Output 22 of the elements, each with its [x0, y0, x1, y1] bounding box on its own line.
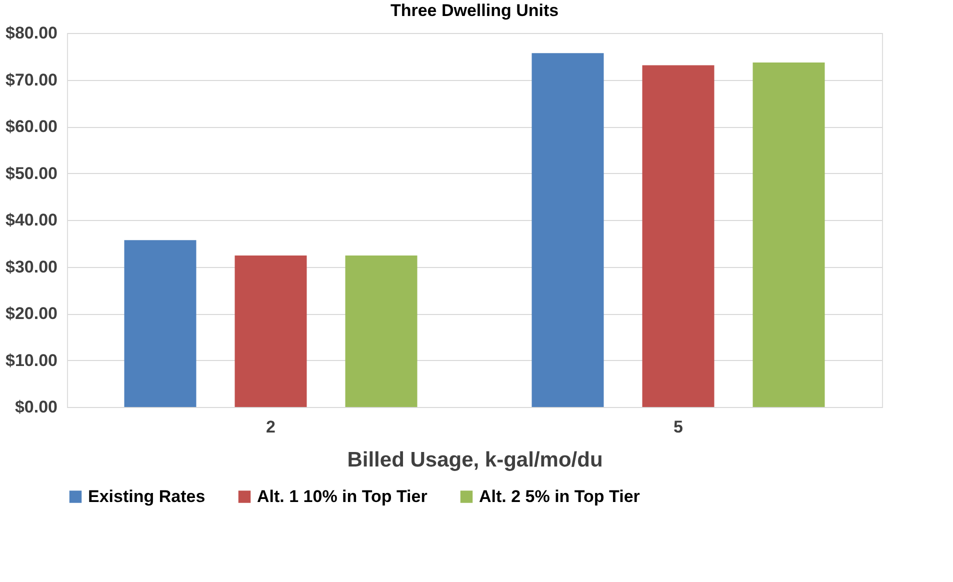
x-axis-title: Billed Usage, k-gal/mo/du: [347, 448, 603, 472]
y-tick-label: $80.00: [6, 24, 58, 42]
bar: [752, 62, 825, 407]
bar: [234, 256, 307, 407]
y-tick-label: $50.00: [6, 164, 58, 183]
legend-label: Existing Rates: [88, 486, 206, 506]
y-tick-label: $0.00: [14, 398, 58, 416]
x-tick-label: 5: [674, 418, 683, 436]
y-tick-label: $70.00: [6, 70, 58, 90]
bar: [532, 53, 604, 407]
y-tick-label: $30.00: [6, 257, 58, 276]
x-tick-label: 2: [266, 418, 276, 436]
chart-title: Three Dwelling Units: [390, 1, 559, 20]
y-tick-label: $20.00: [6, 304, 58, 323]
bar: [345, 256, 418, 407]
bar: [124, 240, 196, 407]
bar: [642, 65, 714, 407]
y-tick-label: $40.00: [6, 210, 58, 230]
y-tick-label: $60.00: [6, 117, 58, 136]
legend-label: Alt. 2 5% in Top Tier: [479, 486, 640, 506]
y-tick-label: $10.00: [6, 350, 58, 370]
legend-label: Alt. 1 10% in Top Tier: [257, 486, 428, 506]
